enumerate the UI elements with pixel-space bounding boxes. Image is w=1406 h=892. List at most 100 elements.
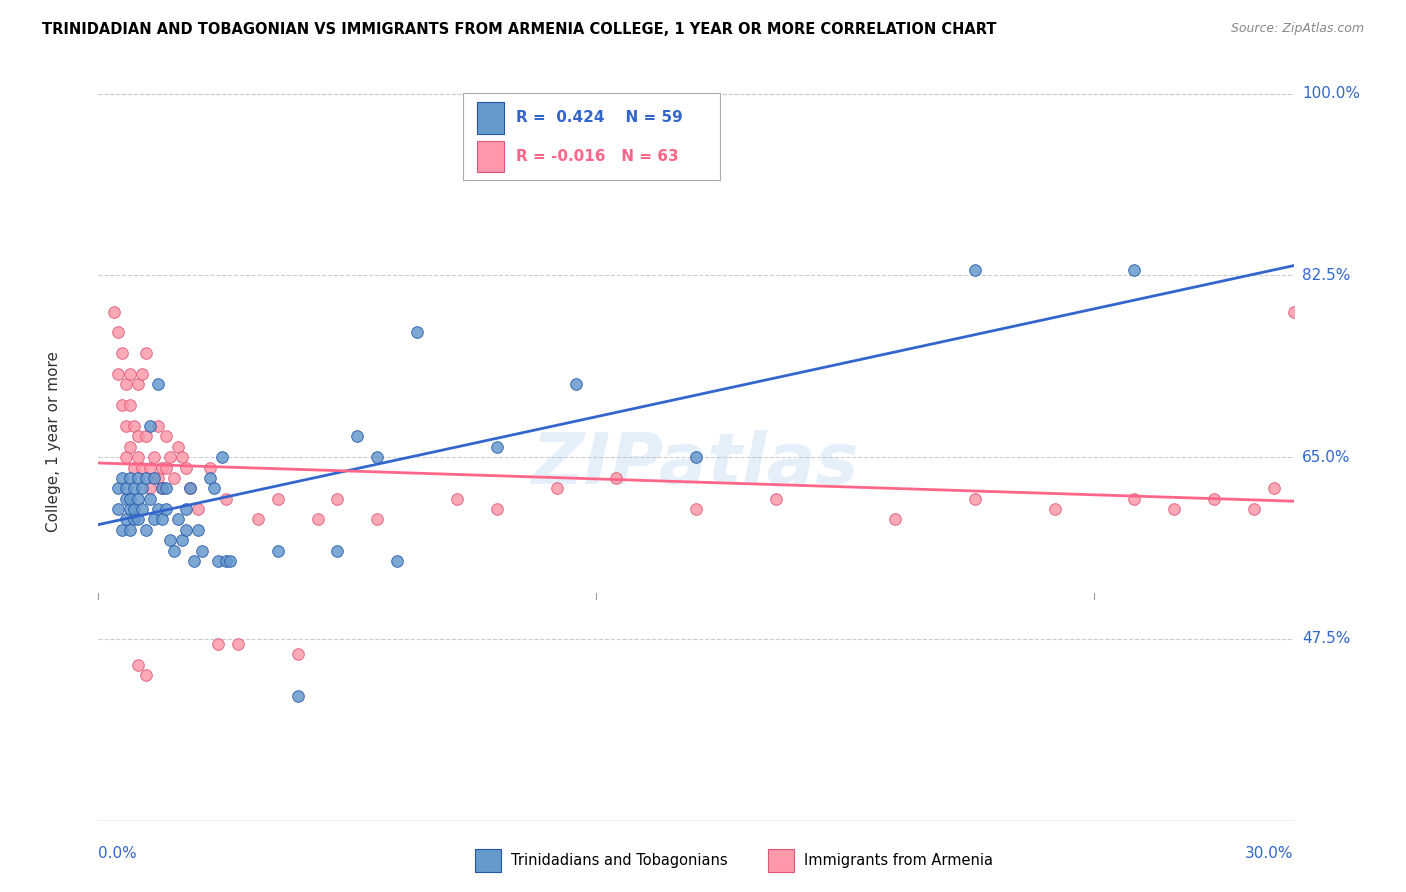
Point [191, 543, 214, 558]
Point [183, 554, 205, 568]
Point [366, 450, 388, 464]
Point [107, 367, 129, 381]
Point [187, 523, 209, 537]
Point [198, 460, 221, 475]
Point [111, 346, 134, 360]
Point [127, 377, 149, 392]
Text: R =  0.424    N = 59: R = 0.424 N = 59 [516, 111, 682, 125]
Point [1123, 263, 1146, 277]
Point [446, 491, 468, 506]
Point [163, 471, 186, 485]
Point [131, 481, 153, 495]
Point [120, 502, 142, 516]
Point [127, 512, 149, 526]
Point [179, 481, 201, 495]
Point [135, 523, 157, 537]
Point [1123, 491, 1146, 506]
Point [135, 471, 157, 485]
Point [163, 543, 186, 558]
Point [135, 668, 157, 682]
Text: College, 1 year or more: College, 1 year or more [45, 351, 60, 532]
Text: Trinidadians and Tobagonians: Trinidadians and Tobagonians [510, 854, 727, 868]
Point [127, 429, 149, 443]
Point [127, 471, 149, 485]
Point [115, 491, 138, 506]
Bar [768, 849, 794, 872]
Point [1263, 481, 1285, 495]
Point [111, 523, 134, 537]
Point [115, 377, 138, 392]
Point [148, 502, 170, 516]
Point [485, 502, 508, 516]
Point [1243, 502, 1265, 516]
Point [198, 471, 221, 485]
Point [131, 460, 153, 475]
Point [127, 491, 149, 506]
Point [127, 450, 149, 464]
Point [1282, 304, 1305, 318]
Point [172, 533, 194, 548]
Point [135, 346, 157, 360]
Point [120, 523, 142, 537]
Point [685, 450, 707, 464]
Point [131, 502, 153, 516]
Point [139, 419, 162, 434]
Text: 0.0%: 0.0% [98, 846, 138, 861]
Point [124, 481, 146, 495]
Point [139, 481, 162, 495]
Point [174, 460, 197, 475]
Point [211, 450, 233, 464]
Point [107, 326, 129, 340]
Point [326, 491, 349, 506]
Point [187, 502, 209, 516]
Point [111, 471, 134, 485]
Point [207, 637, 229, 651]
Point [120, 491, 142, 506]
Point [115, 450, 138, 464]
Point [174, 502, 197, 516]
Point [246, 512, 269, 526]
Point [111, 398, 134, 412]
Point [139, 491, 162, 506]
Point [120, 440, 142, 454]
Point [127, 657, 149, 672]
Point [120, 367, 142, 381]
Point [107, 481, 129, 495]
Point [605, 471, 627, 485]
Point [148, 377, 170, 392]
Point [143, 512, 166, 526]
Point [120, 398, 142, 412]
Point [167, 440, 190, 454]
Point [1043, 502, 1066, 516]
Point [155, 429, 177, 443]
Point [565, 377, 588, 392]
Point [366, 512, 388, 526]
Text: Immigrants from Armenia: Immigrants from Armenia [804, 854, 993, 868]
Text: Source: ZipAtlas.com: Source: ZipAtlas.com [1230, 22, 1364, 36]
Text: R = -0.016   N = 63: R = -0.016 N = 63 [516, 149, 678, 164]
Point [215, 491, 238, 506]
Point [685, 502, 707, 516]
Point [135, 429, 157, 443]
Point [167, 512, 190, 526]
Point [124, 460, 146, 475]
Text: 82.5%: 82.5% [1302, 268, 1350, 283]
Point [219, 554, 242, 568]
Text: 100.0%: 100.0% [1302, 87, 1360, 101]
Point [884, 512, 907, 526]
Point [172, 450, 194, 464]
Point [143, 450, 166, 464]
Point [1202, 491, 1225, 506]
Point [124, 512, 146, 526]
Point [148, 471, 170, 485]
Point [155, 481, 177, 495]
Point [307, 512, 329, 526]
Point [115, 481, 138, 495]
Point [215, 554, 238, 568]
Point [963, 263, 986, 277]
Point [155, 460, 177, 475]
Point [107, 502, 129, 516]
Point [131, 367, 153, 381]
Point [143, 471, 166, 485]
Point [202, 481, 225, 495]
